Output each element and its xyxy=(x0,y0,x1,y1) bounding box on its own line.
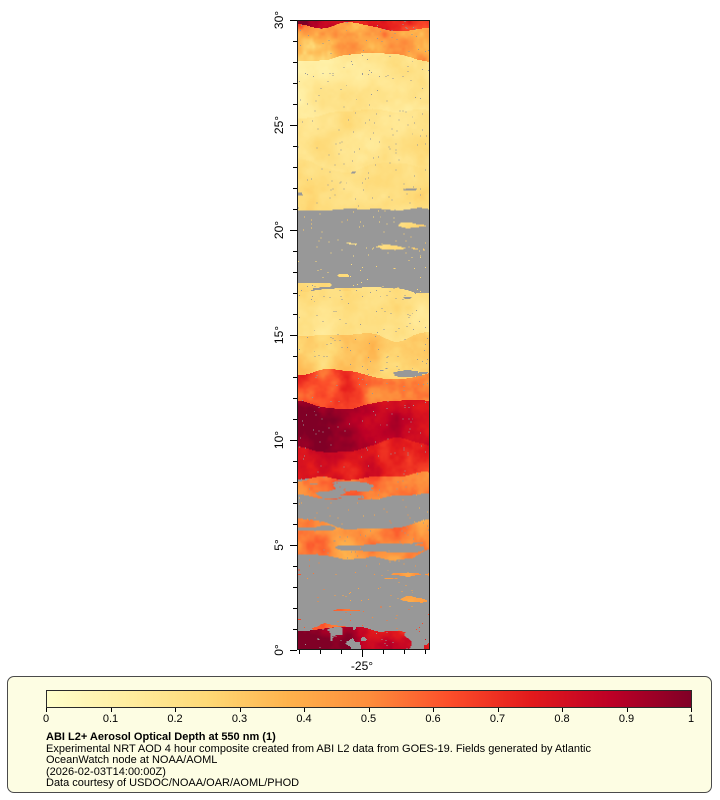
y-axis-tick-label: 5° xyxy=(272,539,286,551)
y-axis-major-tick xyxy=(290,650,297,651)
y-axis-minor-tick xyxy=(293,419,297,420)
colorbar-tick-label: 0.8 xyxy=(554,713,570,725)
y-axis-minor-tick xyxy=(293,314,297,315)
colorbar-tick xyxy=(691,708,692,712)
colorbar-tick-label: 0.1 xyxy=(102,713,119,725)
y-axis-minor-tick xyxy=(293,209,297,210)
x-axis-tick-label: -25° xyxy=(350,659,374,673)
y-axis-minor-tick xyxy=(293,377,297,378)
y-axis-minor-tick xyxy=(293,272,297,273)
y-axis-tick-label: 30° xyxy=(272,10,286,30)
colorbar-tick xyxy=(46,708,47,712)
colorbar-tick xyxy=(497,708,499,712)
colorbar-tick-label: 0 xyxy=(42,713,50,725)
colorbar-tick-label: 1 xyxy=(687,713,695,725)
x-axis-minor-tick xyxy=(425,650,426,654)
y-axis-minor-tick xyxy=(293,62,297,63)
colorbar-tick xyxy=(368,708,370,712)
y-axis-major-tick xyxy=(290,545,297,546)
y-axis-major-tick xyxy=(290,125,297,126)
y-axis-tick-label: 0° xyxy=(272,644,286,656)
y-axis-minor-tick xyxy=(293,167,297,168)
y-axis-tick-label: 25° xyxy=(272,115,286,135)
x-axis-minor-tick xyxy=(320,650,321,654)
y-axis-minor-tick xyxy=(293,104,297,105)
y-axis-tick-label: 20° xyxy=(272,220,286,240)
colorbar-tick xyxy=(304,708,305,712)
x-axis-minor-tick xyxy=(383,650,384,654)
colorbar-tick xyxy=(175,708,176,712)
colorbar-tick xyxy=(110,708,112,712)
y-axis-tick-label: 15° xyxy=(272,325,286,345)
y-axis-major-tick xyxy=(290,335,297,336)
y-axis-minor-tick xyxy=(293,566,297,567)
y-axis-tick-label: 10° xyxy=(272,430,286,450)
y-axis-minor-tick xyxy=(293,146,297,147)
legend-title: ABI L2+ Aerosol Optical Depth at 550 nm … xyxy=(46,731,276,743)
y-axis-minor-tick xyxy=(293,83,297,84)
y-axis-minor-tick xyxy=(293,629,297,630)
colorbar-tick xyxy=(433,708,434,712)
x-axis-minor-tick xyxy=(341,650,342,654)
colorbar-tick-label: 0.3 xyxy=(231,713,248,725)
legend-line: Data courtesy of USDOC/NOAA/OAR/AOML/PHO… xyxy=(46,777,300,790)
colorbar-tick xyxy=(239,708,241,712)
x-axis-minor-tick xyxy=(404,650,405,654)
legend-panel: ABI L2+ Aerosol Optical Depth at 550 nm … xyxy=(7,676,712,793)
colorbar-tick-label: 0.6 xyxy=(425,713,441,725)
y-axis-minor-tick xyxy=(293,398,297,399)
x-axis-minor-tick xyxy=(299,650,300,654)
y-axis-minor-tick xyxy=(293,41,297,42)
y-axis-minor-tick xyxy=(293,461,297,462)
legend-line: OceanWatch node at NOAA/AOML xyxy=(46,754,218,767)
colorbar-tick xyxy=(562,708,563,712)
y-axis-major-tick xyxy=(290,440,297,441)
y-axis-major-tick xyxy=(290,20,297,21)
legend-caption: ABI L2+ Aerosol Optical Depth at 550 nm … xyxy=(46,731,591,790)
colorbar-tick-label: 0.5 xyxy=(360,713,377,725)
colorbar-tick-label: 0.2 xyxy=(167,713,183,725)
x-axis-major-tick xyxy=(362,650,363,657)
legend-line: (2026-02-03T14:00:00Z) xyxy=(46,765,166,778)
colorbar-tick-label: 0.4 xyxy=(296,713,312,725)
legend-line: Experimental NRT AOD 4 hour composite cr… xyxy=(46,742,591,755)
aod-raster xyxy=(298,21,429,649)
map-plot-frame xyxy=(297,20,430,650)
y-axis-minor-tick xyxy=(293,251,297,252)
colorbar-tick-label: 0.9 xyxy=(618,713,635,725)
y-axis-major-tick xyxy=(290,230,297,231)
y-axis-minor-tick xyxy=(293,293,297,294)
y-axis-minor-tick xyxy=(293,524,297,525)
y-axis-minor-tick xyxy=(293,188,297,189)
colorbar-tick-label: 0.7 xyxy=(489,713,506,725)
y-axis-minor-tick xyxy=(293,482,297,483)
y-axis-minor-tick xyxy=(293,356,297,357)
colorbar-tick xyxy=(626,708,628,712)
y-axis-minor-tick xyxy=(293,608,297,609)
y-axis-minor-tick xyxy=(293,503,297,504)
colorbar-gradient xyxy=(46,690,692,708)
y-axis-minor-tick xyxy=(293,587,297,588)
